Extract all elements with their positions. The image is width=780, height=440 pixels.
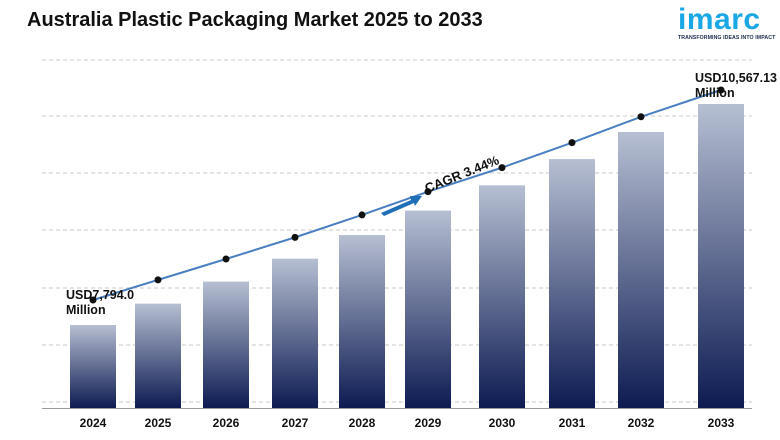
line-marker-2032 xyxy=(637,113,645,121)
bar-2033 xyxy=(698,104,744,408)
x-tick-label: 2029 xyxy=(415,416,442,430)
line-marker-2028 xyxy=(358,211,366,219)
logo-wordmark: imarc xyxy=(678,3,761,36)
bar-2028 xyxy=(339,235,385,408)
x-tick-label: 2025 xyxy=(145,416,172,430)
bar-2026 xyxy=(203,281,249,408)
line-marker-2033 xyxy=(717,86,725,94)
x-tick-label: 2026 xyxy=(213,416,240,430)
x-tick-label: 2027 xyxy=(282,416,309,430)
line-marker-2025 xyxy=(154,276,162,284)
bar-2024 xyxy=(70,325,116,408)
line-marker-2027 xyxy=(291,233,299,241)
start-value-label: USD7,794.0 xyxy=(66,288,134,302)
bar-2030 xyxy=(479,185,525,408)
line-marker-2024 xyxy=(89,296,97,304)
end-unit-label: Million xyxy=(695,86,735,100)
bar-2025 xyxy=(135,303,181,408)
bar-2032 xyxy=(618,131,664,408)
line-marker-2026 xyxy=(222,255,230,263)
x-tick-label: 2031 xyxy=(559,416,586,430)
start-unit-label: Million xyxy=(66,303,106,317)
chart-title: Australia Plastic Packaging Market 2025 … xyxy=(27,9,483,31)
bar-2027 xyxy=(272,258,318,408)
x-tick-label: 2030 xyxy=(489,416,516,430)
bar-2029 xyxy=(405,210,451,408)
trend-line xyxy=(89,86,725,304)
x-tick-label: 2033 xyxy=(708,416,735,430)
line-marker-2031 xyxy=(568,139,576,147)
line-marker-2029 xyxy=(424,188,432,196)
imarc-logo: imarc TRANSFORMING IDEAS INTO IMPACT xyxy=(678,3,778,42)
cagr-arrow-icon xyxy=(381,196,422,216)
bar-2031 xyxy=(549,159,595,408)
trend-polyline xyxy=(92,89,722,301)
x-tick-label: 2032 xyxy=(628,416,655,430)
x-tick-label: 2028 xyxy=(349,416,376,430)
x-axis-ticks: 2024 2025 2026 2027 2028 2029 2030 2031 2032 2033 xyxy=(42,408,752,430)
bars xyxy=(70,104,744,408)
x-tick-label: 2024 xyxy=(80,416,107,430)
logo-tagline: TRANSFORMING IDEAS INTO IMPACT xyxy=(678,35,776,41)
line-marker-2030 xyxy=(498,164,506,172)
end-value-label: USD10,567.13 xyxy=(695,71,777,85)
